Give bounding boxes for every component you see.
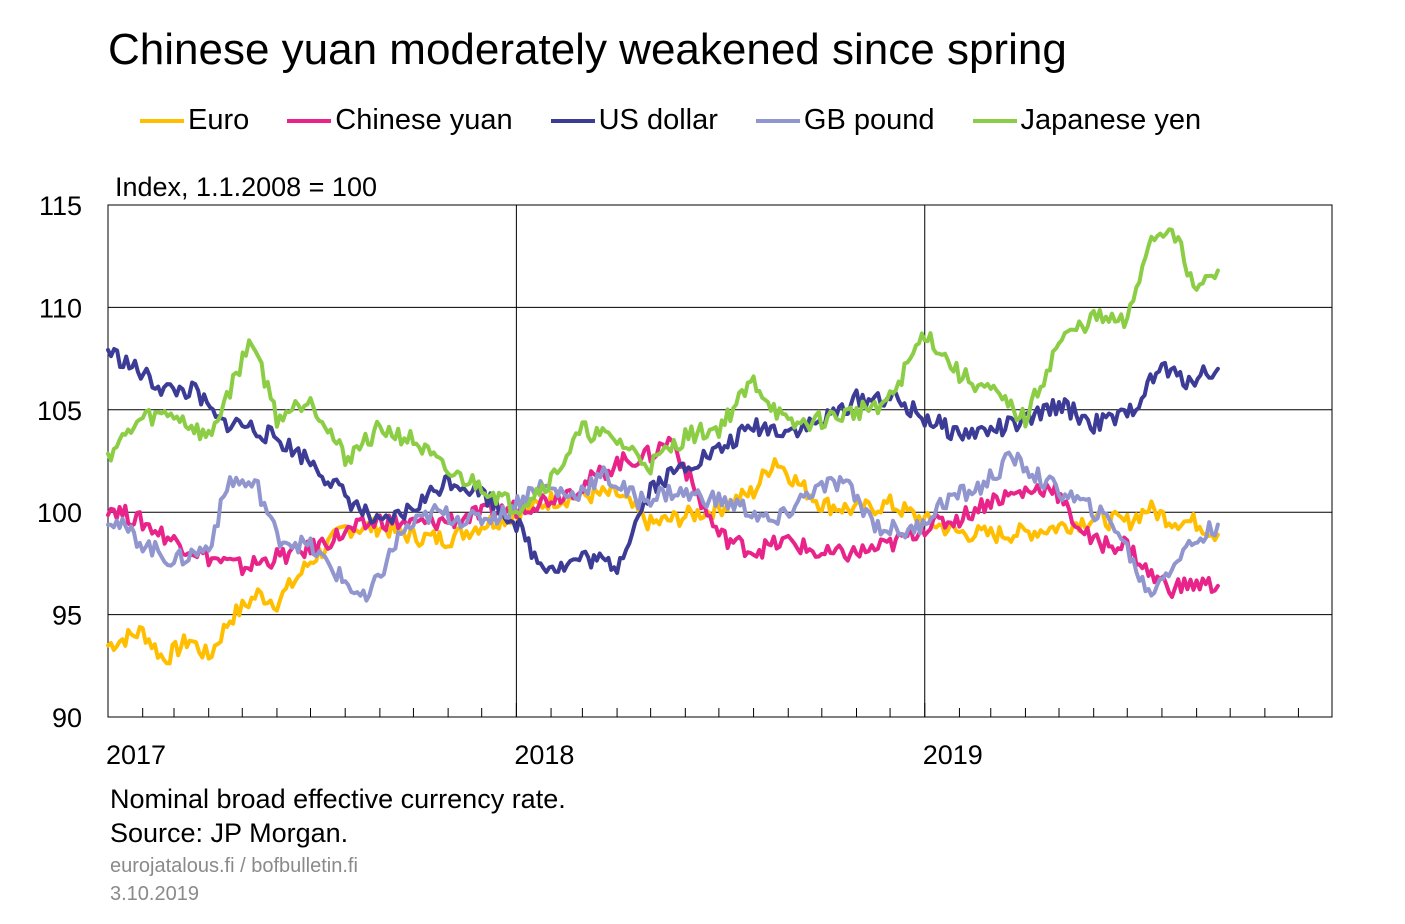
legend-item-chinese-yuan: Chinese yuan <box>287 104 513 136</box>
grid-layer <box>107 204 1333 718</box>
legend-item-euro: Euro <box>140 106 249 135</box>
legend-item-japanese-yen: Japanese yen <box>972 104 1202 136</box>
chart-title: Chinese yuan moderately weakened since s… <box>108 25 1067 74</box>
legend-swatch-chinese-yuan <box>287 118 332 123</box>
legend-label-us-dollar: US dollar <box>598 104 718 136</box>
legend-label-japanese-yen: Japanese yen <box>1020 104 1202 136</box>
note-description: Nominal broad effective currency rate. <box>110 784 566 814</box>
x-tick-label: 2018 <box>514 740 574 770</box>
y-tick-label: 100 <box>37 498 82 528</box>
legend-item-gb-pound: GB pound <box>755 104 935 136</box>
y-tick-label: 115 <box>39 191 82 221</box>
legend-swatch-us-dollar <box>550 118 595 123</box>
footer: eurojatalous.fi / bofbulletin.fi 3.10.20… <box>110 852 358 908</box>
series-line-euro <box>106 457 1220 666</box>
y-tick-label: 110 <box>39 293 82 323</box>
note-source: Source: JP Morgan. <box>110 818 349 848</box>
legend-label-chinese-yuan: Chinese yuan <box>335 104 513 136</box>
footer-sites: eurojatalous.fi / bofbulletin.fi <box>110 855 358 877</box>
y-tick-label: 90 <box>52 703 82 733</box>
legend-swatch-euro <box>140 118 184 123</box>
legend-label-gb-pound: GB pound <box>803 104 935 136</box>
x-tick-label: 2017 <box>106 740 166 770</box>
y-tick-label: 105 <box>37 396 82 426</box>
series-line-us-dollar <box>106 347 1220 575</box>
y-axis-label: Index, 1.1.2008 = 100 <box>115 172 377 202</box>
series-layer <box>106 227 1220 666</box>
legend: Euro Chinese yuan US dollar GB pound Jap… <box>140 106 1201 135</box>
footer-date: 3.10.2019 <box>110 883 199 905</box>
x-tick-label: 2019 <box>923 740 983 770</box>
series-line-japanese-yen <box>106 227 1220 516</box>
legend-swatch-japanese-yen <box>972 118 1017 123</box>
legend-swatch-gb-pound <box>755 118 800 123</box>
plot-frame <box>107 204 1333 718</box>
series-line-gb-pound <box>106 450 1220 603</box>
axis-layer: 90 95 100 105 110 115 2017 2018 2019 <box>37 191 1299 770</box>
legend-label-euro: Euro <box>188 104 250 136</box>
chart-notes: Nominal broad effective currency rate. S… <box>110 782 566 850</box>
y-tick-label: 95 <box>52 601 82 631</box>
legend-item-us-dollar: US dollar <box>550 104 718 136</box>
